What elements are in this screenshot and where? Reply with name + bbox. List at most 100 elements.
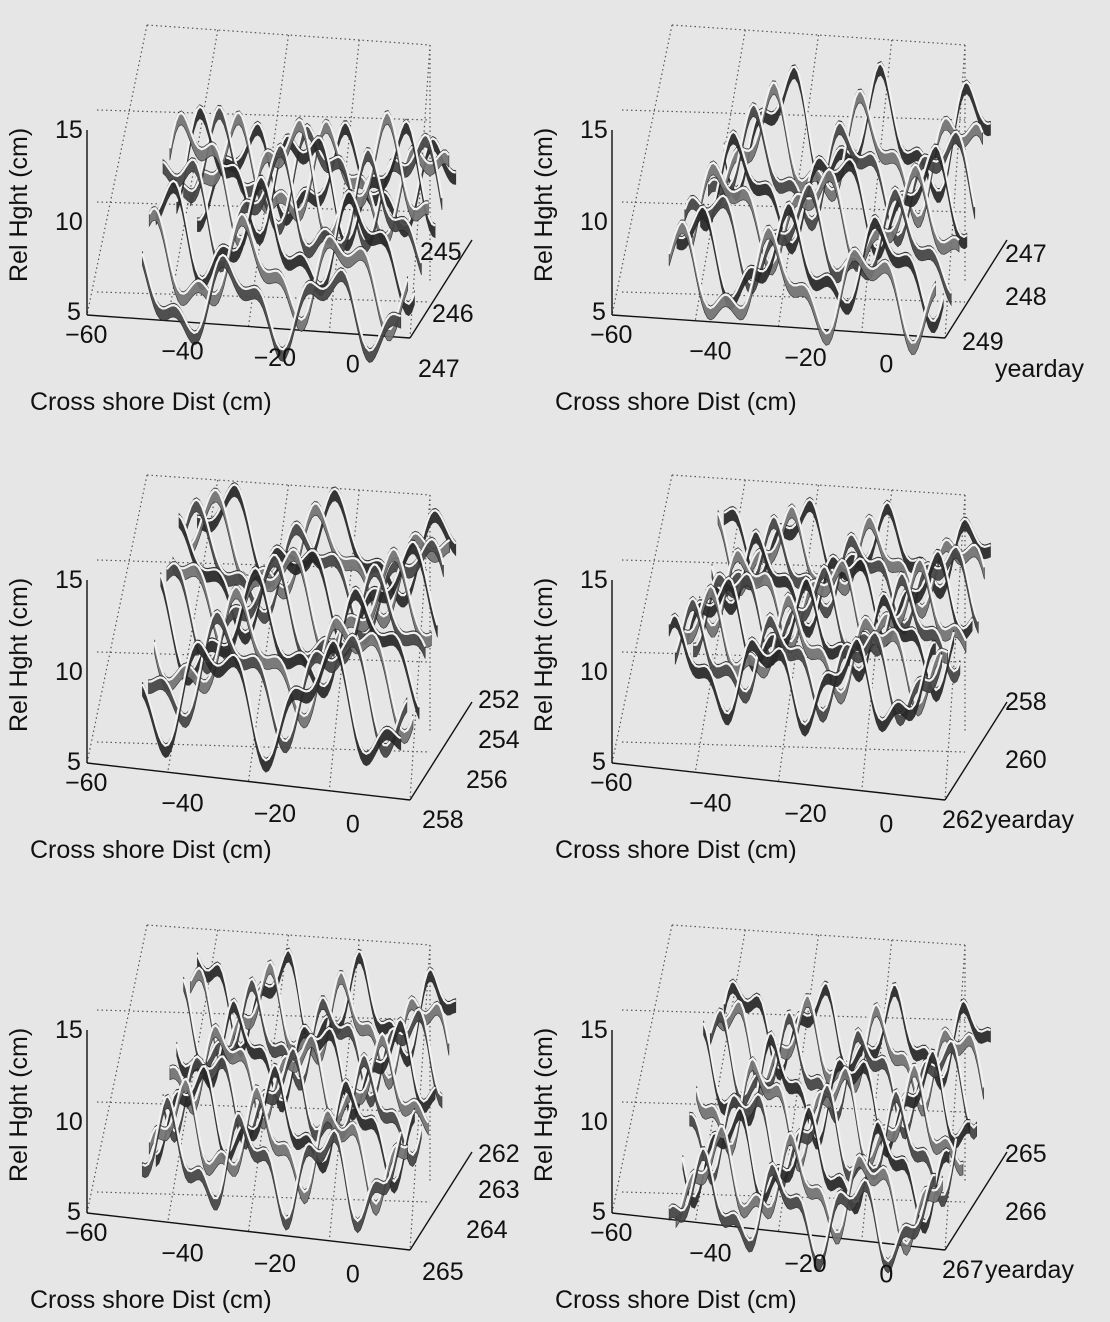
ripple-highlight [189,960,450,1080]
grid-line [861,489,893,791]
x-tick-label: −20 [254,800,296,828]
ripple-highlight [668,220,937,344]
x-tick-label: −20 [784,1250,826,1278]
z-tick-label: 265 [1005,1140,1047,1168]
x-tick-label: 0 [346,1261,360,1289]
y-tick-label: 15 [55,566,83,594]
grid-line [247,484,290,782]
x-tick-label: 0 [346,811,360,839]
ripple-surface [141,947,457,1234]
z-axis-line [944,1151,1008,1251]
y-tick-label: 5 [592,748,606,776]
x-tick-label: −40 [689,338,731,366]
z-tick-label: 249 [962,328,1004,356]
plot-axes [86,130,473,339]
ripple-surface [141,482,457,773]
y-axis-label: Rel Hght (cm) [5,128,33,282]
z-tick-label: 247 [1005,240,1047,268]
surface-plot-6: −60 −40 −20 0 5 10 15 265 266 267 Cross shore Dist… [530,924,1074,1314]
ripple-surface [668,61,991,356]
ripple-highlight [709,1008,978,1130]
y-tick-label: 15 [580,566,608,594]
x-tick-label: 0 [346,351,360,379]
y-tick-label: 10 [55,658,83,686]
y-tick-label: 5 [592,298,606,326]
x-tick-label: −40 [689,1240,731,1268]
ripple-highlight [141,639,402,762]
ripple-highlight [196,948,457,1057]
ripple-highlight [175,998,436,1110]
ripple-highlight [178,514,439,646]
ripple-highlight [689,1083,958,1196]
grid-line [96,741,431,753]
ripple-highlight [155,175,416,306]
grid-line [621,1009,966,1021]
x-axis-label: Cross shore Dist (cm) [30,388,272,416]
grid-line [328,939,360,1241]
ripple-profile [675,1123,943,1256]
ripple-highlight [691,161,960,265]
y-tick-label: 5 [592,1198,606,1226]
y-tick-label: 15 [55,116,83,144]
grid-line [96,1191,431,1203]
x-axis-line [86,314,411,339]
x-axis-line [86,762,411,801]
y-tick-label: 10 [55,208,83,236]
x-tick-label: −60 [65,321,107,349]
x-axis-line [86,1212,411,1251]
x-tick-label: −40 [689,790,731,818]
grid-line [944,944,966,1251]
grid-line [621,1101,966,1113]
z-axis-line [409,239,473,339]
ripple-highlight [155,1063,416,1183]
ripple-highlight [680,584,949,706]
x-tick-label: −40 [161,1240,203,1268]
ripple-profile [142,638,402,773]
ripple-profile [162,142,422,276]
ripple-highlight [171,547,432,651]
ripple-highlight [668,1147,936,1263]
z-tick-label: 263 [478,1176,520,1204]
ripple-highlight [676,201,945,322]
ripple-highlight [148,610,408,747]
ripple-highlight [168,111,429,239]
z-axis-label: yearday [985,1256,1074,1284]
x-tick-label: −20 [254,344,296,372]
ripple-highlight [141,1094,402,1223]
z-tick-label: 260 [1005,746,1047,774]
x-tick-label: −60 [590,769,632,797]
x-tick-label: 0 [879,1261,893,1289]
z-axis-line [409,701,473,801]
x-axis-label: Cross shore Dist (cm) [30,1286,272,1314]
z-tick-label: 256 [466,766,508,794]
plot-axes [611,1030,1008,1251]
plot-axes [611,130,1008,339]
z-tick-label: 267 [942,1256,984,1284]
y-tick-label: 5 [67,1198,81,1226]
ripple-surface [141,104,457,363]
z-tick-label: 252 [478,686,520,714]
z-axis-label: yearday [985,806,1074,834]
y-tick-label: 10 [580,658,608,686]
ripple-highlight [162,143,423,264]
x-tick-label: 0 [879,811,893,839]
z-tick-label: 248 [1005,283,1047,311]
ripple-profile [716,993,984,1117]
plot-axes [611,580,1008,801]
z-axis-line [944,701,1008,801]
x-tick-label: −20 [784,800,826,828]
grid-line [621,559,966,571]
y-tick-label: 10 [55,1108,83,1136]
x-axis-label: Cross shore Dist (cm) [555,388,797,416]
ripple-highlight [723,979,991,1079]
ripple-surface [668,978,991,1274]
y-axis-label: Rel Hght (cm) [530,1028,558,1182]
y-tick-label: 10 [580,1108,608,1136]
grid-line [944,494,966,801]
ripple-highlight [683,182,953,294]
x-tick-label: −20 [254,1250,296,1278]
ripple-highlight [141,253,402,352]
z-tick-label: 258 [422,806,464,834]
ripple-highlight [148,1077,409,1206]
x-axis-line [611,762,946,801]
